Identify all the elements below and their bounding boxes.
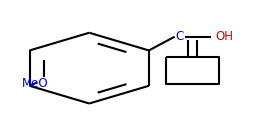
Text: C: C <box>175 30 183 43</box>
Text: MeO: MeO <box>22 77 48 90</box>
Text: OH: OH <box>215 30 233 43</box>
